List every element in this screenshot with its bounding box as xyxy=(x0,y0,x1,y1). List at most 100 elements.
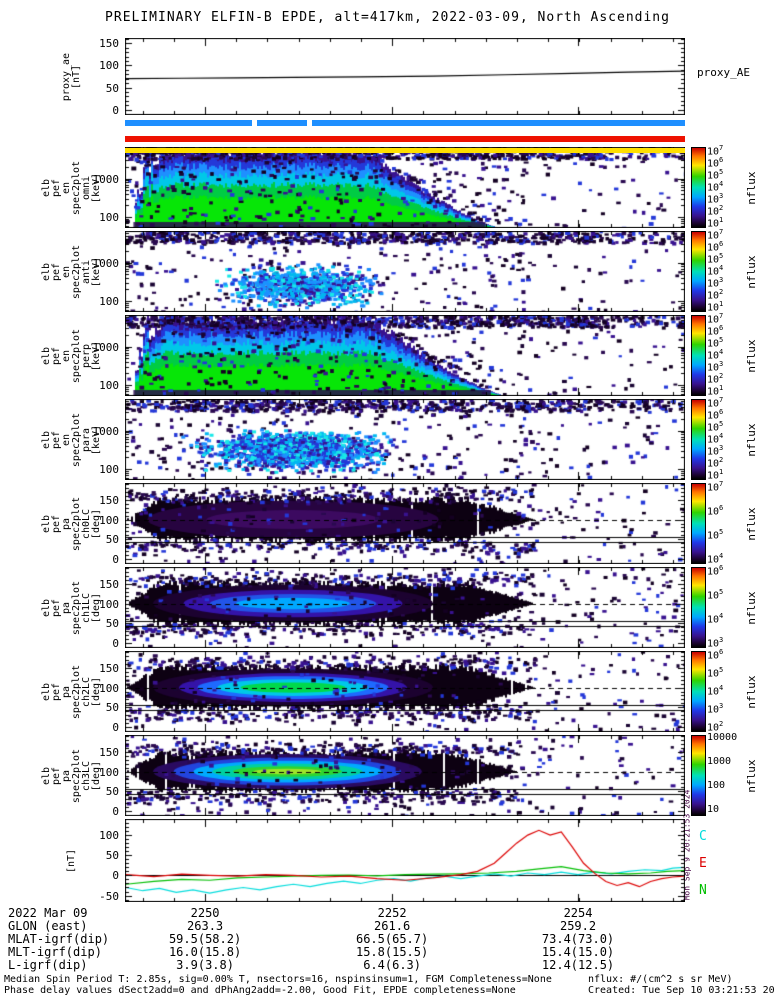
en_anti-plot-canvas xyxy=(125,231,685,312)
axis-row-value: 2252 xyxy=(377,906,407,920)
colorbar-tick-label: 104 xyxy=(707,611,724,626)
colorbar-tick-label: 106 xyxy=(707,504,724,518)
proxy_ae-plot-canvas xyxy=(125,38,685,115)
y-tick-label-bfield: 0 xyxy=(112,869,119,883)
y-axis-label-line: [keV] xyxy=(91,256,102,287)
colorbar-exponent: 5 xyxy=(719,168,724,177)
legend-N: N xyxy=(699,883,707,898)
colorbar-tick-label: 104 xyxy=(707,180,724,194)
colorbar-unit-label: nflux xyxy=(745,254,758,289)
axis-row-value: 3.9(3.8) xyxy=(176,958,234,972)
y-tick-label-en_anti: 100 xyxy=(99,295,119,309)
footer-units: nflux: #/(cm^2 s sr MeV) xyxy=(588,974,733,985)
y-tick-label-pa_ch3lc: 100 xyxy=(99,765,119,779)
colorbar-tick-label: 107 xyxy=(707,480,724,494)
panel-en_omni xyxy=(125,147,685,228)
axis-row-label-1: GLON (east) xyxy=(8,919,88,933)
colorbar-tick-label: 105 xyxy=(707,168,724,182)
colorbar-exponent: 5 xyxy=(719,336,724,345)
y-axis-label-en_para: elb pef en spec2plot para [keV] xyxy=(41,412,102,466)
panel-en_anti xyxy=(125,231,685,312)
colorbar-tick-label: 102 xyxy=(707,455,724,470)
en_para-plot-canvas xyxy=(125,399,685,480)
colorbar-exponent: 4 xyxy=(719,264,724,273)
colorbar-tick-label: 10 xyxy=(707,803,720,815)
colorbar-unit-label: nflux xyxy=(745,422,758,457)
axis-row-value: 16.0(15.8) xyxy=(168,945,242,959)
y-axis-label-line: [keV] xyxy=(91,424,102,455)
quality-bar-yellow xyxy=(125,148,685,153)
colorbar-exponent: 4 xyxy=(719,611,724,620)
y-tick-label-pa_ch3lc: 0 xyxy=(112,805,119,819)
y-tick-label-en_para: 1000 xyxy=(92,424,120,438)
colorbar-tick-label: 104 xyxy=(707,432,724,446)
colorbar-tick-label: 105 xyxy=(707,420,724,434)
axis-row-label-0: 2022 Mar 09 xyxy=(8,906,88,920)
y-tick-label-pa_ch3lc: 50 xyxy=(105,785,119,799)
colorbar-unit-label: nflux xyxy=(745,758,758,793)
colorbar-en_perp xyxy=(691,315,706,396)
colorbar-exponent: 7 xyxy=(719,396,724,405)
bfield-plot-canvas xyxy=(125,819,685,902)
colorbar-tick-label: 106 xyxy=(707,408,724,422)
colorbar-en_omni xyxy=(691,147,706,228)
colorbar-exponent: 3 xyxy=(719,443,724,452)
colorbar-tick-label: 104 xyxy=(707,684,724,698)
colorbar-exponent: 3 xyxy=(719,635,724,644)
colorbar-exponent: 2 xyxy=(719,455,724,464)
colorbar-tick-label: 106 xyxy=(707,648,724,662)
colorbar-exponent: 5 xyxy=(719,252,724,261)
y-tick-label-en_omni: 1000 xyxy=(92,172,120,186)
legend-C: C xyxy=(699,829,707,844)
colorbar-exponent: 3 xyxy=(719,701,724,710)
colorbar-tick-label: 107 xyxy=(707,312,724,326)
colorbar-tick-label: 107 xyxy=(707,144,724,158)
colorbar-tick-label: 101 xyxy=(707,467,724,482)
colorbar-exponent: 4 xyxy=(719,551,724,560)
colorbar-exponent: 4 xyxy=(719,180,724,189)
quality-bar-blue-gap xyxy=(307,120,313,126)
colorbar-tick-label: 105 xyxy=(707,588,724,602)
axis-row-value: 15.4(15.0) xyxy=(541,945,615,959)
colorbar-tick-label: 101 xyxy=(707,383,724,398)
proxy-ae-right-label: proxy_AE xyxy=(697,66,750,79)
colorbar-exponent: 6 xyxy=(719,240,724,249)
footer-created: Created: Tue Sep 10 03:21:53 2024 xyxy=(588,985,775,996)
colorbar-tick-label: 102 xyxy=(707,203,724,218)
axis-row-value: 259.2 xyxy=(559,919,597,933)
axis-row-value: 261.6 xyxy=(374,919,411,933)
colorbar-exponent: 2 xyxy=(719,719,724,728)
y-tick-label-proxy_ae: 150 xyxy=(99,37,119,51)
y-tick-label-en_para: 100 xyxy=(99,463,119,477)
colorbar-exponent: 4 xyxy=(719,432,724,441)
colorbar-tick-label: 106 xyxy=(707,564,724,578)
colorbar-tick-label: 102 xyxy=(707,719,724,734)
y-tick-label-pa_ch2lc: 100 xyxy=(99,681,119,695)
colorbar-exponent: 7 xyxy=(719,312,724,321)
colorbar-tick-label: 103 xyxy=(707,701,724,716)
axis-row-value: 2250 xyxy=(190,906,220,920)
y-tick-label-pa_ch0lc: 150 xyxy=(99,493,119,507)
colorbar-pa_ch2lc xyxy=(691,651,706,732)
colorbar-tick-label: 105 xyxy=(707,252,724,266)
pa_ch0lc-plot-canvas xyxy=(125,483,685,564)
y-axis-label-line: [keV] xyxy=(91,172,102,203)
colorbar-exponent: 1 xyxy=(719,467,724,476)
colorbar-exponent: 3 xyxy=(719,191,724,200)
colorbar-exponent: 5 xyxy=(719,588,724,597)
en_perp-plot-canvas xyxy=(125,315,685,396)
colorbar-exponent: 7 xyxy=(719,228,724,237)
colorbar-exponent: 1 xyxy=(719,215,724,224)
axis-row-value: 59.5(58.2) xyxy=(168,932,242,946)
colorbar-tick-label: 107 xyxy=(707,396,724,410)
y-tick-label-pa_ch1lc: 100 xyxy=(99,597,119,611)
colorbar-tick-label: 101 xyxy=(707,299,724,314)
colorbar-tick-label: 100 xyxy=(707,779,726,791)
y-tick-label-bfield: 100 xyxy=(99,829,119,843)
colorbar-tick-label: 106 xyxy=(707,240,724,254)
colorbar-exponent: 6 xyxy=(719,504,724,513)
panel-pa_ch2lc xyxy=(125,651,685,732)
axis-row-value: 15.8(15.5) xyxy=(355,945,429,959)
colorbar-en_para xyxy=(691,399,706,480)
pa_ch1lc-plot-canvas xyxy=(125,567,685,648)
